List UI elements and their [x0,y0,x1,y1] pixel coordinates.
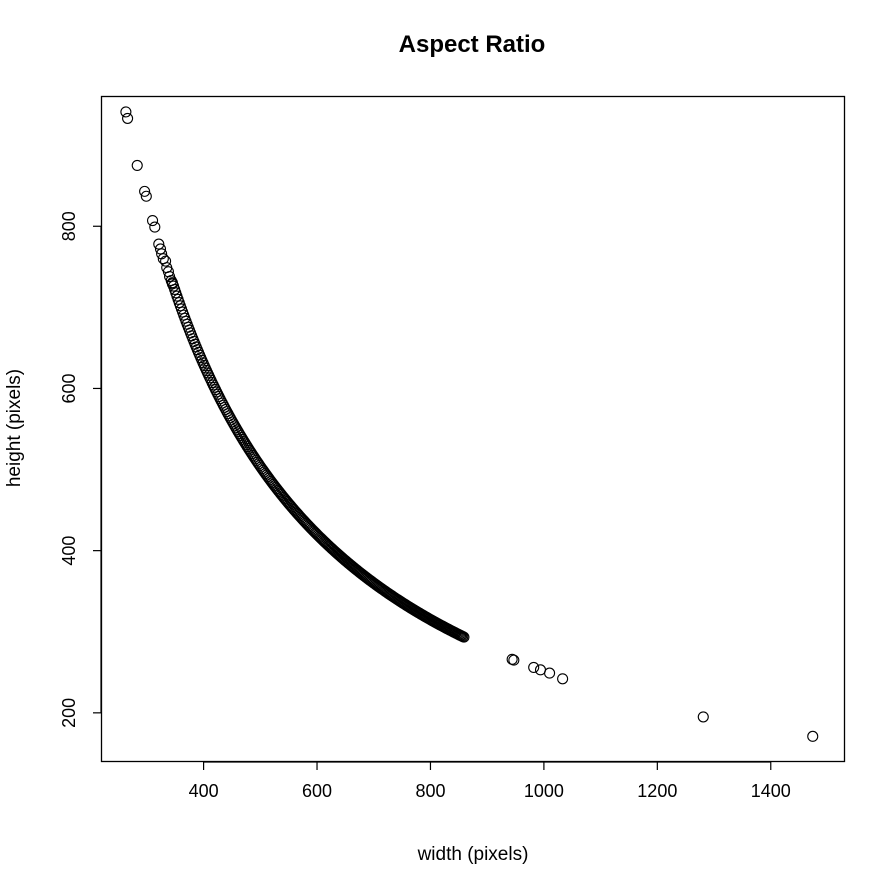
y-tick-label: 200 [59,698,79,728]
x-tick-label: 600 [302,781,332,801]
chart-title: Aspect Ratio [399,31,546,58]
x-tick-label: 1200 [637,781,677,801]
plot-frame [100,95,846,763]
data-point [147,215,159,227]
x-axis-label: width (pixels) [417,844,529,865]
data-points [120,106,819,742]
data-point [149,221,161,233]
x-tick-label: 1400 [751,781,791,801]
data-point [120,106,132,118]
x-tick-label: 400 [189,781,219,801]
y-tick-label: 400 [59,536,79,566]
data-point [544,667,556,679]
y-tick-label: 800 [59,211,79,241]
data-point [458,631,470,643]
data-point [160,255,172,267]
y-axis: 200 400 600 800 [59,211,102,728]
data-point [140,190,152,202]
y-axis-label: height (pixels) [4,369,25,487]
data-point [131,159,143,171]
data-point [506,653,518,665]
x-axis: 400 600 800 1000 1200 1400 [189,761,791,801]
data-point [528,661,540,673]
y-tick-label: 600 [59,373,79,403]
data-point [139,185,151,197]
data-point [534,664,547,676]
data-point [807,730,819,742]
data-point [697,711,709,723]
data-point [166,278,178,290]
x-tick-label: 800 [415,781,445,801]
x-tick-label: 1000 [524,781,564,801]
data-point [557,673,569,685]
data-point [122,112,134,124]
